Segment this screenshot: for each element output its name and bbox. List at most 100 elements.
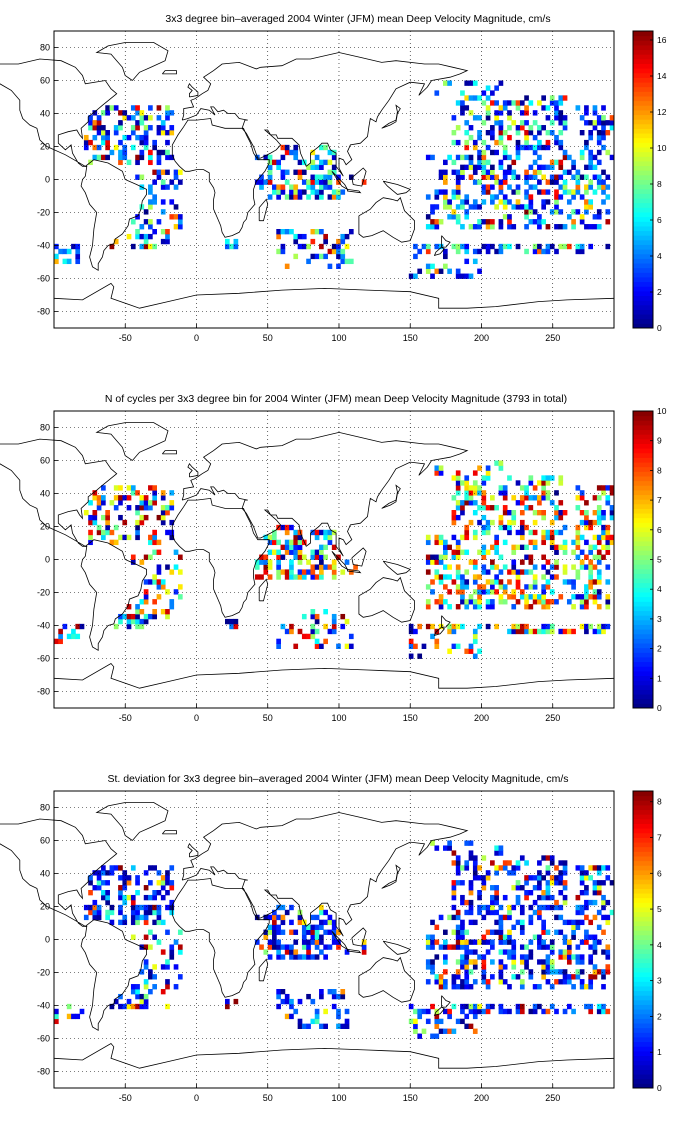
colorbar-step [633, 133, 653, 139]
bin-cell [451, 1003, 457, 1010]
bin-cell [105, 914, 110, 921]
bin-cell [122, 154, 128, 161]
bin-cell [455, 929, 461, 935]
bin-cell [143, 233, 149, 240]
bin-cell [263, 569, 269, 575]
bin-cell [361, 949, 367, 955]
bin-cell [511, 549, 517, 555]
panel-title: 3x3 degree bin–averaged 2004 Winter (JFM… [165, 13, 550, 25]
bin-cell [438, 554, 444, 560]
bin-cell [609, 154, 615, 161]
bin-cell [515, 894, 521, 901]
coastline [53, 1042, 615, 1069]
bin-cell [451, 130, 457, 136]
bin-cell [575, 569, 581, 575]
bin-cell [481, 964, 487, 970]
bin-cell [455, 219, 461, 225]
bin-cell [566, 579, 572, 585]
bin-cell [143, 514, 149, 521]
bin-cell [430, 154, 435, 161]
bin-cell [143, 618, 149, 625]
bin-cell [96, 120, 102, 126]
colorbar-step [633, 610, 653, 616]
bin-cell [562, 149, 568, 156]
bin-cell [502, 169, 508, 175]
bin-cell [472, 949, 478, 955]
x-tick-labels: -50 0 50 100 150 200 250 [119, 704, 560, 723]
colorbar-step [633, 670, 653, 677]
bin-cell [498, 1003, 504, 1010]
bin-cell [524, 524, 529, 531]
bin-cell [88, 139, 93, 146]
bin-cell [455, 569, 461, 575]
bin-cell [601, 628, 606, 635]
bin-cell [579, 594, 585, 600]
bin-cell [485, 519, 491, 526]
bin-cell [571, 929, 576, 935]
colorbar-step [633, 91, 653, 97]
bin-cell [160, 199, 166, 205]
bin-cell [113, 524, 119, 531]
bin-cell [169, 904, 175, 911]
bin-cell [507, 628, 512, 635]
bin-cell [477, 465, 482, 471]
bin-cell [135, 233, 140, 240]
coastlines [0, 422, 615, 689]
bin-cell [579, 604, 585, 610]
bin-cell [455, 855, 461, 861]
bin-cell [524, 628, 529, 635]
bin-cell [592, 164, 598, 170]
bin-cell [139, 559, 145, 565]
bin-cell [88, 909, 93, 916]
bin-cell [434, 219, 440, 225]
bin-cell [284, 229, 290, 235]
bin-cell [169, 110, 175, 116]
bin-cell [588, 549, 594, 555]
bin-cell [545, 890, 551, 896]
bin-cell [451, 885, 457, 891]
bin-cell [460, 579, 465, 585]
bin-cell [443, 199, 448, 205]
bin-cell [460, 110, 465, 116]
bin-cell [511, 510, 517, 516]
bin-cell [101, 110, 106, 116]
bin-cell [267, 574, 273, 580]
colorbar-step [633, 1013, 653, 1019]
bin-cell [515, 628, 521, 635]
bin-cell [130, 105, 136, 111]
bin-cell [498, 924, 504, 930]
bin-cell [297, 169, 303, 175]
bin-cell [490, 939, 495, 945]
bin-cell [413, 1028, 418, 1034]
bin-cell [472, 860, 478, 866]
bin-cell [173, 184, 179, 190]
bin-cell [331, 559, 337, 565]
bin-cell [135, 134, 140, 141]
bin-cell [464, 258, 470, 265]
bin-cell [413, 643, 418, 649]
colorbar-step [633, 601, 653, 607]
bin-cell [340, 989, 346, 995]
bin-cell [306, 569, 311, 575]
bin-cell [460, 1003, 465, 1010]
bin-cell [126, 998, 132, 1005]
bin-cell [558, 243, 564, 250]
bin-cell [554, 1008, 559, 1015]
bin-cell [524, 954, 529, 960]
colorbar-step [633, 1046, 653, 1052]
colorbar-step [633, 703, 653, 709]
bin-cell [558, 875, 564, 881]
bin-cell [596, 149, 602, 156]
bin-cell [438, 169, 444, 175]
bin-cell [460, 984, 465, 990]
coastline [161, 450, 177, 455]
bin-cell [562, 919, 568, 926]
bin-cell [532, 159, 538, 166]
bin-cell [579, 490, 585, 496]
bin-cell [430, 1033, 435, 1039]
bin-cell [173, 169, 179, 175]
bin-cell [588, 579, 594, 585]
bin-cell [130, 144, 136, 151]
bin-cell [323, 233, 328, 240]
